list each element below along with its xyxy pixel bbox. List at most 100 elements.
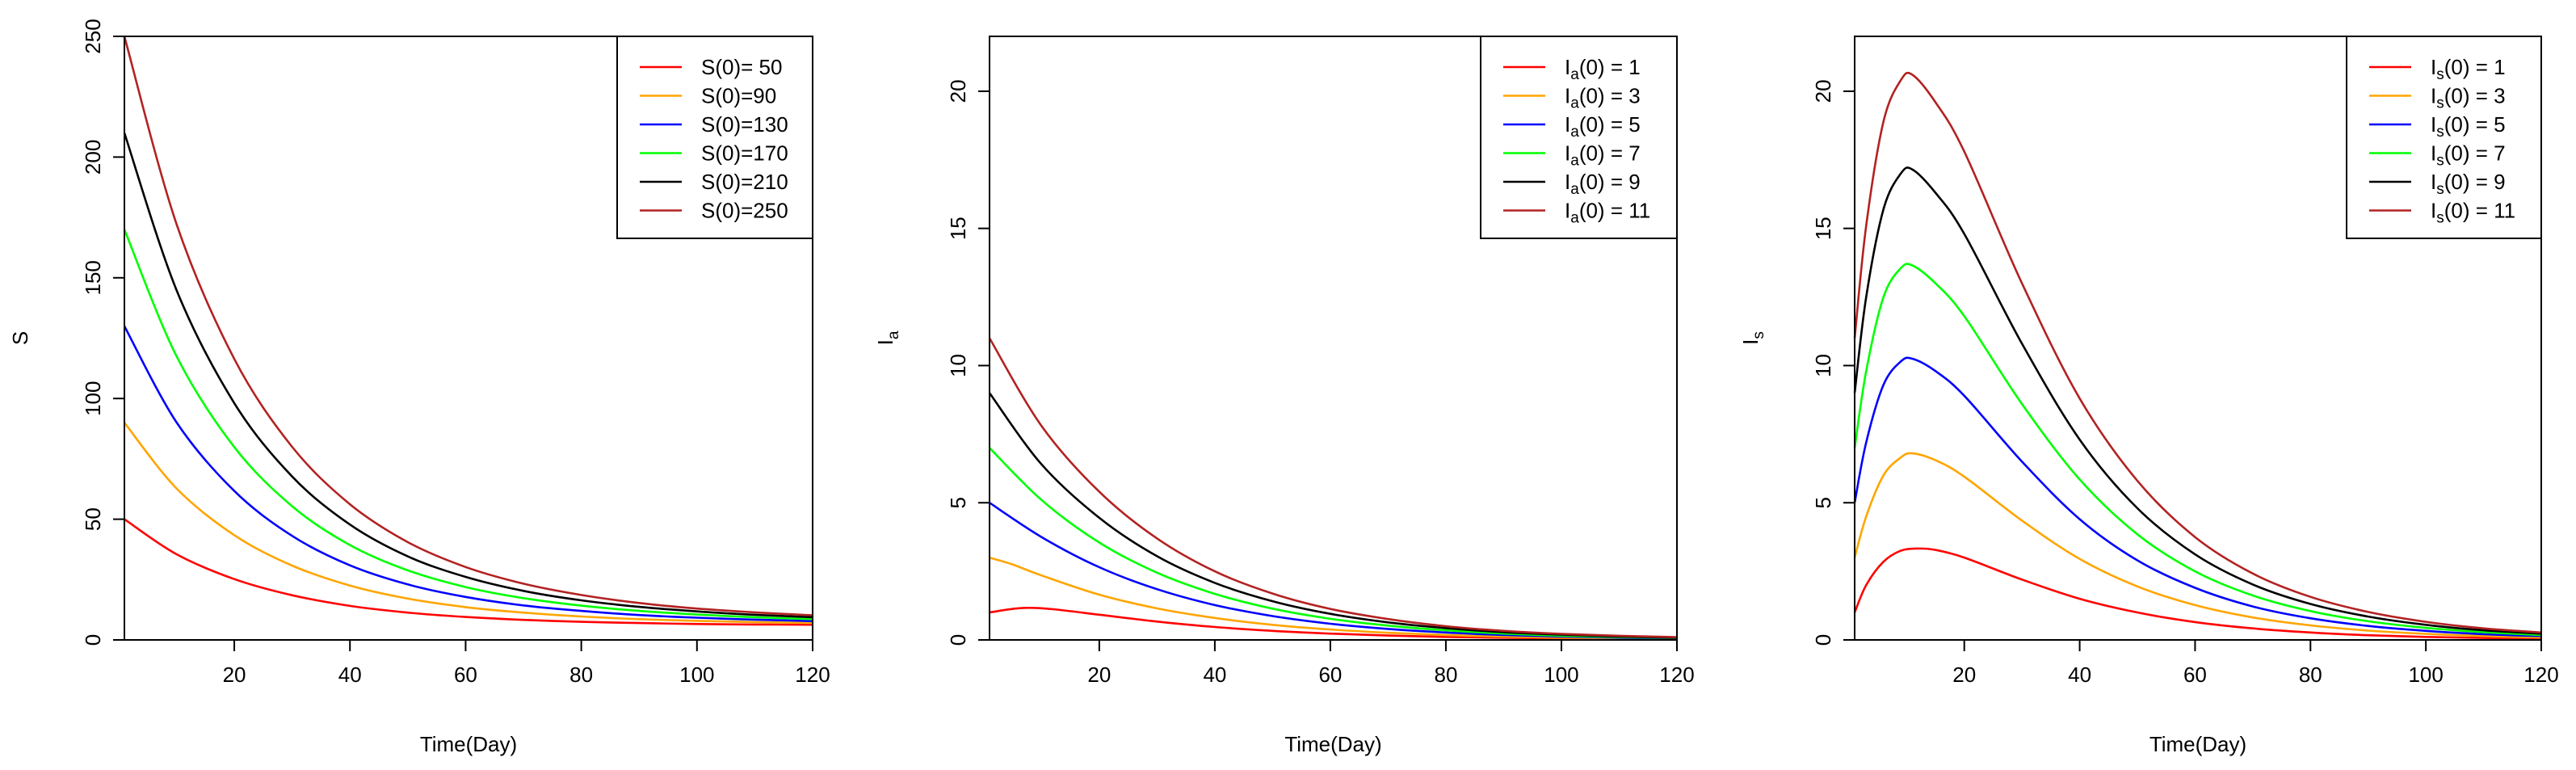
y-tick-label: 5 xyxy=(1811,497,1835,508)
x-tick-label: 80 xyxy=(2299,663,2322,687)
legend-label-main: I xyxy=(1565,141,1570,166)
legend-label-rest: (0) = 1 xyxy=(2444,55,2506,79)
legend-label-5: Is(0) = 9 xyxy=(2431,170,2506,198)
legend-label-main: I xyxy=(1565,170,1570,194)
legend-label-main: S(0)=170 xyxy=(701,141,788,166)
y-axis-title-main: I xyxy=(873,339,897,345)
y-tick-label: 10 xyxy=(946,354,970,377)
x-tick-label: 60 xyxy=(1318,663,1342,687)
series-line-2 xyxy=(1853,452,2542,639)
x-tick-label: 40 xyxy=(338,663,362,687)
legend-label-1: Is(0) = 1 xyxy=(2431,55,2506,83)
series-line-3 xyxy=(1853,356,2542,637)
y-axis-title-sub: a xyxy=(885,330,902,339)
series-line-1 xyxy=(1853,547,2542,640)
legend-label-sub: a xyxy=(1570,210,1579,227)
x-axis-title: Time(Day) xyxy=(420,732,517,756)
legend-label-2: Is(0) = 3 xyxy=(2431,84,2506,112)
legend-label-3: S(0)=130 xyxy=(701,112,788,137)
y-tick-label: 20 xyxy=(946,79,970,103)
legend-label-main: I xyxy=(2431,55,2436,79)
legend-label-1: S(0)= 50 xyxy=(701,55,782,79)
x-tick-label: 80 xyxy=(569,663,593,687)
series-line-6 xyxy=(1853,71,2542,634)
legend-box xyxy=(616,36,813,239)
legend-box xyxy=(2346,36,2542,239)
legend-box xyxy=(1480,36,1678,239)
legend-label-4: Is(0) = 7 xyxy=(2431,141,2506,170)
y-tick-label: 15 xyxy=(1811,217,1835,240)
plot-frame xyxy=(1854,36,2542,641)
legend-label-rest: (0) = 11 xyxy=(2444,199,2515,223)
x-tick-label: 20 xyxy=(1952,663,1976,687)
legend-label-4: Ia(0) = 7 xyxy=(1565,141,1641,170)
y-tick-label: 50 xyxy=(81,507,105,531)
y-tick-label: 5 xyxy=(946,497,970,508)
legend-label-rest: (0) = 3 xyxy=(2444,84,2506,108)
legend-label-sub: s xyxy=(2436,66,2444,83)
legend-label-sub: s xyxy=(2436,124,2444,141)
y-tick-label: 10 xyxy=(1811,354,1835,377)
series-line-3 xyxy=(123,325,813,622)
x-tick-label: 100 xyxy=(1544,663,1578,687)
legend-label-sub: s xyxy=(2436,95,2444,112)
legend-label-2: Ia(0) = 3 xyxy=(1565,84,1641,112)
x-tick-label: 60 xyxy=(2183,663,2207,687)
x-tick-label: 120 xyxy=(795,663,830,687)
legend-label-sub: a xyxy=(1570,153,1579,170)
plot-frame xyxy=(124,36,813,641)
legend-label-rest: (0) = 7 xyxy=(1579,141,1641,166)
legend-label-main: I xyxy=(2431,199,2436,223)
x-tick-label: 120 xyxy=(2523,663,2558,687)
y-tick-label: 20 xyxy=(1811,79,1835,103)
legend-label-5: Ia(0) = 9 xyxy=(1565,170,1641,198)
legend-label-rest: (0) = 1 xyxy=(1579,55,1641,79)
series-line-6 xyxy=(123,36,813,616)
legend-label-sub: a xyxy=(1570,124,1579,141)
legend-label-main: I xyxy=(1565,112,1570,137)
y-axis-title-main: S xyxy=(8,331,32,345)
legend-label-main: I xyxy=(2431,84,2436,108)
legend-label-6: Ia(0) = 11 xyxy=(1565,199,1650,227)
y-axis-title: Is xyxy=(1738,331,1767,345)
y-tick-label: 0 xyxy=(946,634,970,646)
x-axis-title: Time(Day) xyxy=(1284,732,1381,756)
series-line-4 xyxy=(989,447,1678,639)
legend-label-rest: (0) = 9 xyxy=(1579,170,1641,194)
legend-label-main: S(0)=250 xyxy=(701,199,788,223)
series-line-5 xyxy=(988,392,1678,639)
legend-label-1: Ia(0) = 1 xyxy=(1565,55,1641,83)
legend-label-3: Is(0) = 5 xyxy=(2431,112,2506,141)
legend-label-rest: (0) = 9 xyxy=(2444,170,2506,194)
plot-frame xyxy=(989,36,1678,641)
legend-label-3: Ia(0) = 5 xyxy=(1565,112,1641,141)
legend-label-rest: (0) = 7 xyxy=(2444,141,2506,166)
legend-label-main: S(0)=210 xyxy=(701,170,788,194)
legend-label-sub: a xyxy=(1570,95,1579,112)
legend-label-sub: a xyxy=(1570,66,1579,83)
x-tick-label: 100 xyxy=(679,663,714,687)
legend-label-sub: s xyxy=(2436,210,2444,227)
series-line-3 xyxy=(989,502,1678,640)
legend-label-sub: s xyxy=(2436,181,2444,198)
x-tick-label: 100 xyxy=(2408,663,2443,687)
y-tick-label: 200 xyxy=(81,140,105,175)
legend-label-main: I xyxy=(2431,112,2436,137)
chart-panel-1: 20 40 60 80 100 120 0 50 100 150 200 250 Time(Day) S S… xyxy=(8,19,830,756)
x-tick-label: 20 xyxy=(223,663,246,687)
legend-label-main: I xyxy=(1565,84,1570,108)
legend-label-main: I xyxy=(1565,55,1570,79)
legend-label-4: S(0)=170 xyxy=(701,141,788,166)
y-axis-title: Ia xyxy=(873,330,902,345)
series-line-1 xyxy=(124,518,813,626)
series-line-2 xyxy=(123,422,813,625)
legend-label-6: Is(0) = 11 xyxy=(2431,199,2515,227)
y-tick-label: 150 xyxy=(81,260,105,295)
y-tick-label: 0 xyxy=(81,634,105,646)
y-tick-label: 15 xyxy=(946,217,970,240)
series-line-5 xyxy=(123,133,813,619)
legend-label-main: I xyxy=(1565,199,1570,223)
